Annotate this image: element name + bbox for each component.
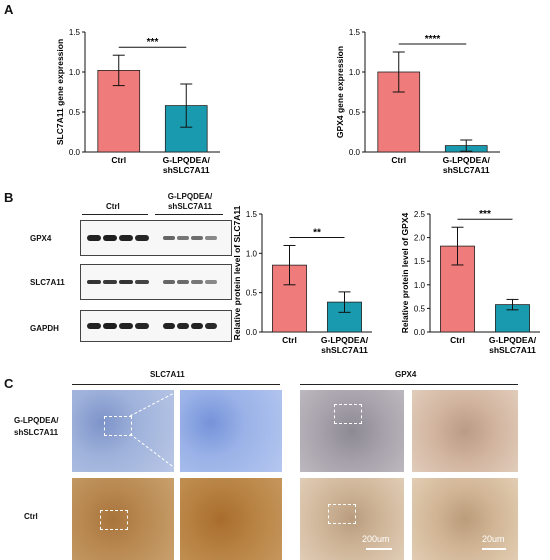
y-axis-label: Relative protein level of SLC7A11 bbox=[232, 205, 242, 340]
x-tick-label: shSLC7A11 bbox=[163, 165, 210, 175]
zoom-box bbox=[328, 504, 356, 524]
ihc-col-label-gpx4: GPX4 bbox=[395, 370, 417, 379]
y-tick-label: 1.0 bbox=[246, 249, 258, 258]
ihc-image-slc7a11-ctrl-high bbox=[180, 478, 282, 560]
chart-slc7a11-gene-expression: SLC7A11 gene expression 0.0 0.5 1.0 1.5 Ctrl G… bbox=[55, 28, 220, 175]
ihc-gpx4-line bbox=[300, 384, 518, 385]
x-tick-label: shSLC7A11 bbox=[443, 165, 490, 175]
zoom-box bbox=[104, 416, 132, 436]
x-tick-label: G-LPQDEA/ bbox=[163, 155, 211, 165]
ihc-row-label-ctrl: Ctrl bbox=[24, 512, 38, 521]
panel-letter-c: C bbox=[4, 376, 14, 391]
wb-blot-slc7a11 bbox=[80, 264, 232, 300]
zoom-box bbox=[100, 510, 128, 530]
ihc-panel: SLC7A11 GPX4 G-LPQDEA/ shSLC7A11 Ctrl 20… bbox=[0, 370, 550, 560]
y-tick-label: 2.0 bbox=[414, 234, 426, 243]
wb-bands-gapdh bbox=[87, 323, 217, 329]
scale-label-2: 20um bbox=[482, 534, 505, 544]
y-axis-label: SLC7A11 gene expression bbox=[55, 39, 65, 145]
y-tick-label: 1.0 bbox=[349, 68, 361, 77]
ihc-image-slc7a11-treated-low bbox=[72, 390, 174, 472]
y-tick-label: 0.0 bbox=[349, 148, 361, 157]
ihc-col-label-slc7a11: SLC7A11 bbox=[150, 370, 185, 379]
wb-group-treated-line1: G-LPQDEA/ bbox=[167, 192, 213, 201]
western-blot-panel: Ctrl G-LPQDEA/ shSLC7A11 GPX4 SLC7A11 bbox=[20, 190, 235, 342]
y-tick-label: 1.5 bbox=[414, 257, 426, 266]
x-tick-label: Ctrl bbox=[282, 335, 297, 345]
ihc-image-gpx4-treated-high bbox=[412, 390, 518, 472]
wb-treated-underline bbox=[155, 214, 223, 215]
ihc-image-gpx4-treated-low bbox=[300, 390, 404, 472]
ihc-image-gpx4-ctrl-high: 20um bbox=[412, 478, 518, 560]
y-tick-label: 0.0 bbox=[414, 328, 426, 337]
wb-group-treated-line2: shSLC7A11 bbox=[167, 202, 213, 211]
y-tick-label: 0.0 bbox=[246, 328, 258, 337]
ihc-slc7a11-line bbox=[72, 384, 280, 385]
chart-gpx4-protein: Relative protein level of GPX4 0.0 0.5 1.0 1… bbox=[400, 209, 540, 355]
ihc-image-slc7a11-ctrl-low bbox=[72, 478, 174, 560]
y-tick-label: 1.5 bbox=[349, 28, 361, 37]
x-tick-label: Ctrl bbox=[450, 335, 465, 345]
ihc-zoom-lines-1 bbox=[130, 390, 181, 472]
y-tick-label: 1.5 bbox=[246, 210, 258, 219]
ihc-image-slc7a11-treated-high bbox=[180, 390, 282, 472]
x-tick-label: Ctrl bbox=[111, 155, 126, 165]
zoom-box bbox=[334, 404, 362, 424]
y-axis-label: GPX4 gene expression bbox=[335, 46, 345, 138]
y-tick-label: 1.5 bbox=[69, 28, 81, 37]
scale-label-1: 200um bbox=[362, 534, 390, 544]
y-tick-label: 0.5 bbox=[349, 108, 361, 117]
scale-bar-1 bbox=[366, 548, 392, 550]
x-tick-label: G-LPQDEA/ bbox=[489, 335, 537, 345]
significance-label: **** bbox=[425, 34, 441, 45]
ihc-row-label-treated-line2: shSLC7A11 bbox=[14, 428, 59, 437]
significance-label: *** bbox=[147, 37, 159, 48]
wb-ctrl-underline bbox=[82, 214, 148, 215]
x-tick-label: shSLC7A11 bbox=[489, 345, 536, 355]
wb-bands-slc7a11 bbox=[87, 280, 217, 284]
y-tick-label: 0.5 bbox=[69, 108, 81, 117]
wb-group-ctrl: Ctrl bbox=[106, 202, 120, 211]
wb-row-label-slc7a11: SLC7A11 bbox=[30, 278, 65, 287]
wb-blot-gapdh bbox=[80, 310, 232, 342]
y-tick-label: 1.0 bbox=[69, 68, 81, 77]
significance-label: *** bbox=[479, 209, 491, 220]
x-tick-label: G-LPQDEA/ bbox=[321, 335, 369, 345]
wb-blot-gpx4 bbox=[80, 220, 232, 256]
panel-letter-a: A bbox=[4, 2, 14, 17]
y-tick-label: 1.0 bbox=[414, 281, 426, 290]
y-tick-label: 0.5 bbox=[414, 304, 426, 313]
y-tick-label: 0.0 bbox=[69, 148, 81, 157]
y-tick-label: 0.5 bbox=[246, 289, 258, 298]
scale-bar-2 bbox=[482, 548, 506, 550]
wb-bands-gpx4 bbox=[87, 235, 217, 241]
ihc-row-label-treated-line1: G-LPQDEA/ bbox=[14, 416, 59, 425]
y-tick-label: 2.5 bbox=[414, 210, 426, 219]
x-tick-label: G-LPQDEA/ bbox=[443, 155, 491, 165]
y-axis-label: Relative protein level of GPX4 bbox=[400, 213, 410, 334]
wb-row-label-gapdh: GAPDH bbox=[30, 324, 59, 333]
x-tick-label: Ctrl bbox=[391, 155, 406, 165]
chart-gpx4-gene-expression: GPX4 gene expression 0.0 0.5 1.0 1.5 Ctrl G-LP… bbox=[335, 28, 500, 175]
ihc-image-gpx4-ctrl-low: 200um bbox=[300, 478, 404, 560]
x-tick-label: shSLC7A11 bbox=[321, 345, 368, 355]
chart-slc7a11-protein: Relative protein level of SLC7A11 0.0 0.5 1… bbox=[232, 205, 372, 355]
panel-letter-b: B bbox=[4, 190, 14, 205]
significance-label: ** bbox=[313, 227, 321, 238]
wb-row-label-gpx4: GPX4 bbox=[30, 234, 52, 243]
